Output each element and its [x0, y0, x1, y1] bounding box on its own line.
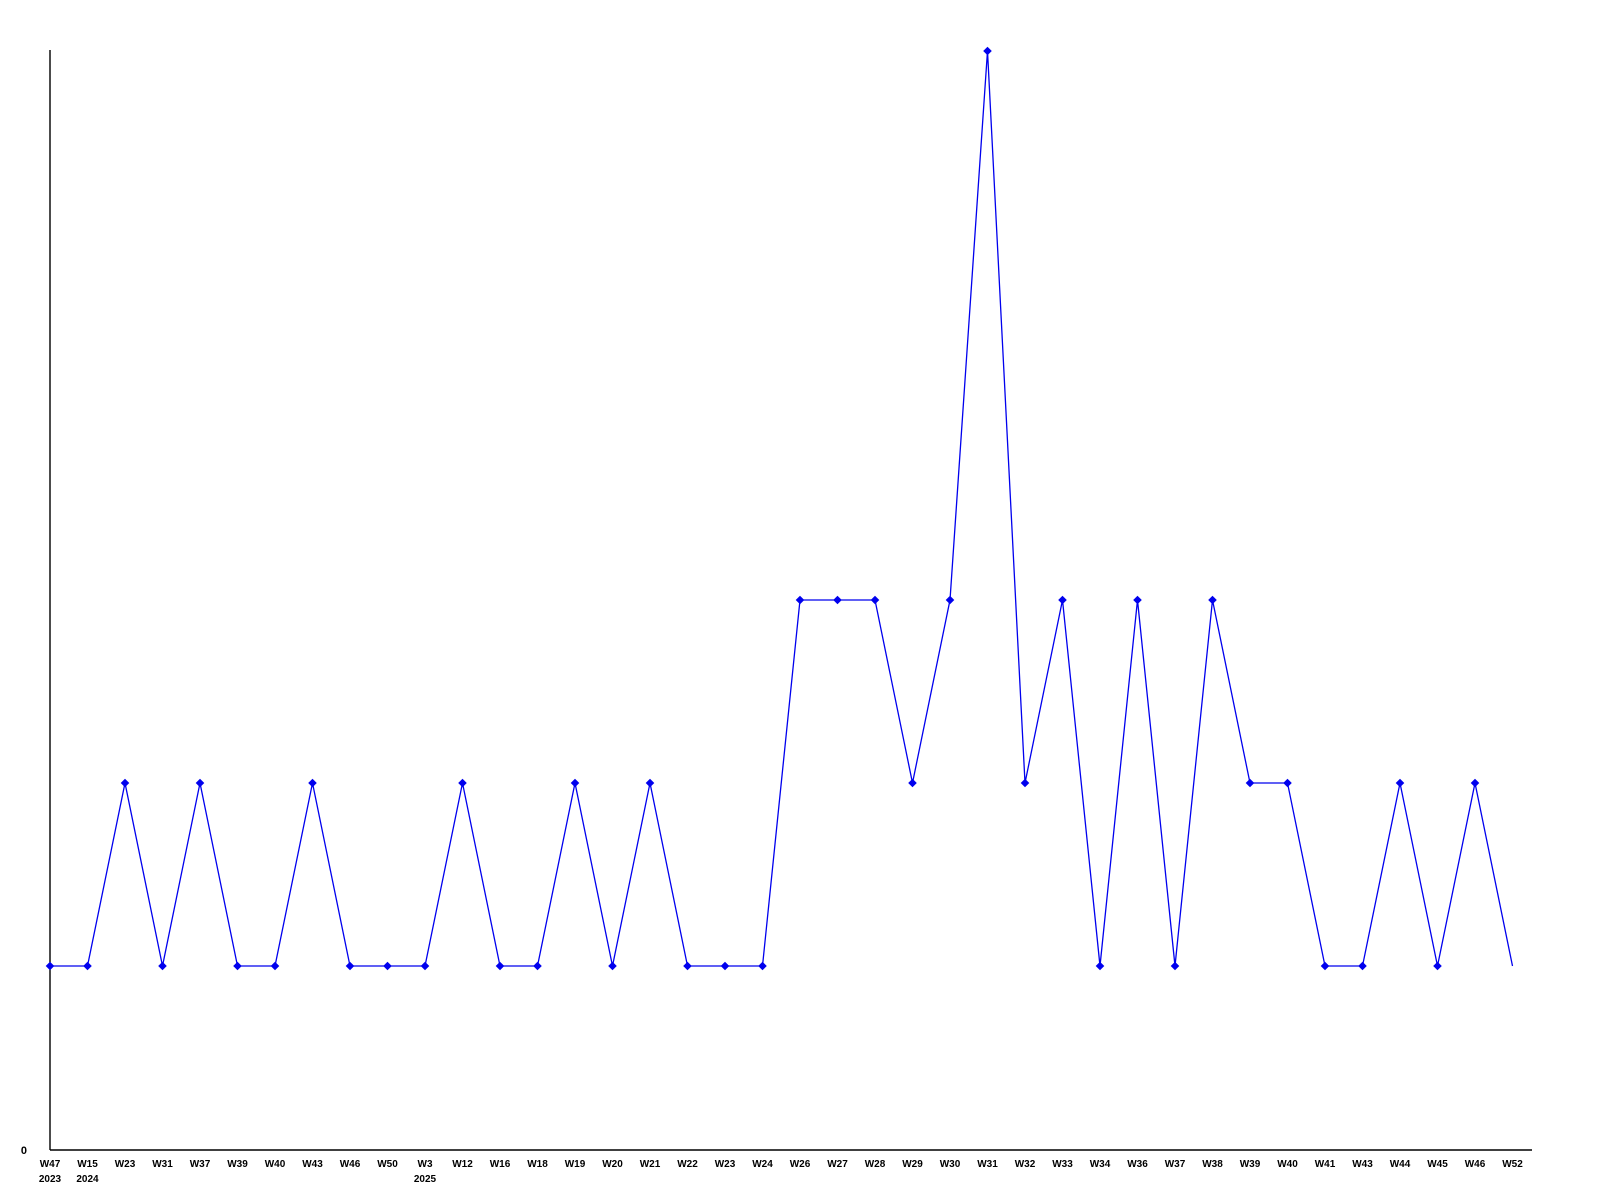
svg-text:W32: W32 [1015, 1159, 1036, 1170]
svg-text:W52: W52 [1502, 1159, 1523, 1170]
svg-text:W15: W15 [77, 1159, 98, 1170]
svg-text:W38: W38 [1202, 1159, 1223, 1170]
svg-text:W28: W28 [865, 1159, 886, 1170]
svg-text:W31: W31 [977, 1159, 998, 1170]
svg-text:W47: W47 [40, 1159, 61, 1170]
svg-text:W43: W43 [1352, 1159, 1373, 1170]
svg-text:W46: W46 [1465, 1159, 1486, 1170]
svg-text:W12: W12 [452, 1159, 473, 1170]
svg-text:W3: W3 [418, 1159, 433, 1170]
svg-text:W36: W36 [1127, 1159, 1148, 1170]
svg-text:2024: 2024 [76, 1174, 99, 1185]
svg-text:W20: W20 [602, 1159, 623, 1170]
svg-text:W40: W40 [1277, 1159, 1298, 1170]
svg-text:W19: W19 [565, 1159, 586, 1170]
svg-text:W23: W23 [115, 1159, 136, 1170]
svg-text:W50: W50 [377, 1159, 398, 1170]
svg-text:2023: 2023 [39, 1174, 62, 1185]
svg-text:W22: W22 [677, 1159, 698, 1170]
svg-text:W40: W40 [265, 1159, 286, 1170]
svg-text:W30: W30 [940, 1159, 961, 1170]
svg-text:W18: W18 [527, 1159, 548, 1170]
svg-text:W33: W33 [1052, 1159, 1073, 1170]
svg-text:W37: W37 [1165, 1159, 1186, 1170]
svg-text:W24: W24 [752, 1159, 773, 1170]
svg-text:W29: W29 [902, 1159, 923, 1170]
svg-text:W44: W44 [1390, 1159, 1411, 1170]
svg-text:W43: W43 [302, 1159, 323, 1170]
svg-text:W41: W41 [1315, 1159, 1336, 1170]
svg-text:0: 0 [21, 1145, 27, 1157]
svg-text:W27: W27 [827, 1159, 848, 1170]
svg-text:W45: W45 [1427, 1159, 1448, 1170]
svg-text:W31: W31 [152, 1159, 173, 1170]
svg-text:W26: W26 [790, 1159, 811, 1170]
svg-text:W21: W21 [640, 1159, 661, 1170]
svg-text:W16: W16 [490, 1159, 511, 1170]
svg-text:2025: 2025 [414, 1174, 437, 1185]
svg-text:W23: W23 [715, 1159, 736, 1170]
svg-text:W39: W39 [227, 1159, 248, 1170]
svg-text:W34: W34 [1090, 1159, 1111, 1170]
svg-text:W37: W37 [190, 1159, 211, 1170]
svg-text:W46: W46 [340, 1159, 361, 1170]
svg-text:W39: W39 [1240, 1159, 1261, 1170]
